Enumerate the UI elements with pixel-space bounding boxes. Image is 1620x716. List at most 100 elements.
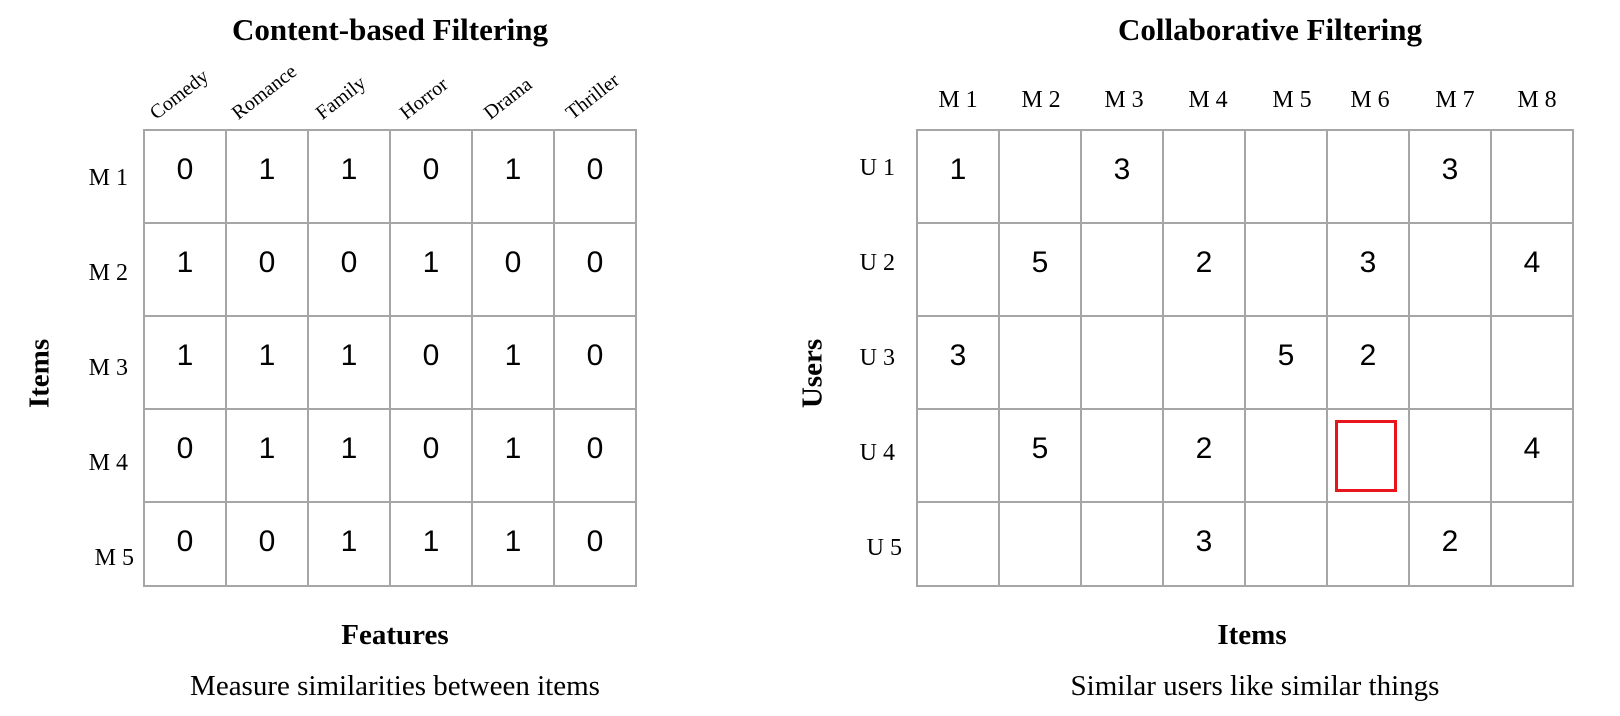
matrix-cell xyxy=(1408,315,1492,410)
cell-value: 5 xyxy=(1031,246,1049,279)
cell-value: 0 xyxy=(176,432,194,465)
cell-value xyxy=(1246,503,1326,525)
item-column-label: M 6 xyxy=(1350,87,1390,113)
matrix-cell: 0 xyxy=(389,408,473,503)
cell-value xyxy=(1082,317,1162,339)
matrix-cell xyxy=(1244,408,1328,503)
matrix-cell xyxy=(998,315,1082,410)
user-label: U 3 xyxy=(859,345,895,371)
cell-value: 2 xyxy=(1195,246,1213,279)
matrix-cell xyxy=(1244,501,1328,587)
cell-value: 2 xyxy=(1441,525,1459,558)
missing-rating-highlight xyxy=(1335,420,1397,492)
matrix-cell: 5 xyxy=(1244,315,1328,410)
matrix-cell: 0 xyxy=(225,222,309,317)
matrix-cell: 2 xyxy=(1162,408,1246,503)
matrix-row: 1 3 3 xyxy=(916,129,1574,224)
item-column-label: M 1 xyxy=(938,87,978,113)
matrix-cell: 1 xyxy=(225,408,309,503)
cell-value: 0 xyxy=(422,432,440,465)
cell-value: 1 xyxy=(340,525,358,558)
feature-label: Comedy xyxy=(145,65,213,125)
collaborative-filtering-title: Collaborative Filtering xyxy=(1118,12,1422,47)
user-label: U 5 xyxy=(866,535,902,561)
user-label: U 2 xyxy=(859,250,895,276)
matrix-cell: 1 xyxy=(225,315,309,410)
feature-label: Drama xyxy=(479,73,537,125)
matrix-cell xyxy=(916,408,1000,503)
matrix-cell xyxy=(1162,315,1246,410)
matrix-cell: 1 xyxy=(307,315,391,410)
item-feature-matrix: 0 1 1 0 1 0 1 0 0 1 0 0 1 1 1 0 1 0 0 1 1 0 1 0 0 0 1 1 1 0 xyxy=(143,129,637,587)
cell-value xyxy=(1410,410,1490,432)
cell-value xyxy=(1164,317,1244,339)
cell-value: 0 xyxy=(504,246,522,279)
cell-value: 3 xyxy=(949,339,967,372)
cell-value: 2 xyxy=(1195,432,1213,465)
cell-value xyxy=(1328,131,1408,153)
matrix-cell xyxy=(1490,501,1574,587)
cell-value xyxy=(918,410,998,432)
cell-value xyxy=(918,503,998,525)
cell-value: 1 xyxy=(176,246,194,279)
cell-value xyxy=(1246,131,1326,153)
matrix-cell xyxy=(1080,222,1164,317)
item-label: M 2 xyxy=(88,260,128,286)
content-y-axis-label: Items xyxy=(23,338,56,409)
cell-value: 0 xyxy=(586,246,604,279)
matrix-cell xyxy=(1326,129,1410,224)
cell-value xyxy=(1000,503,1080,525)
cell-value: 1 xyxy=(504,339,522,372)
matrix-cell: 0 xyxy=(553,315,637,410)
cell-value: 4 xyxy=(1523,246,1541,279)
item-column-label: M 4 xyxy=(1188,87,1228,113)
cell-value: 1 xyxy=(340,153,358,186)
item-column-label: M 8 xyxy=(1517,87,1557,113)
cell-value: 0 xyxy=(586,339,604,372)
matrix-cell xyxy=(1408,408,1492,503)
content-caption: Measure similarities between items xyxy=(190,670,600,702)
cell-value: 0 xyxy=(586,432,604,465)
matrix-row: 5 2 3 4 xyxy=(916,222,1574,317)
user-label: U 1 xyxy=(859,155,895,181)
matrix-cell: 1 xyxy=(471,501,555,587)
matrix-cell: 3 xyxy=(916,315,1000,410)
matrix-cell: 1 xyxy=(143,315,227,410)
matrix-cell: 0 xyxy=(553,222,637,317)
matrix-cell xyxy=(1162,129,1246,224)
cell-value: 3 xyxy=(1113,153,1131,186)
matrix-cell: 5 xyxy=(998,408,1082,503)
matrix-cell: 1 xyxy=(471,129,555,224)
matrix-cell: 0 xyxy=(389,129,473,224)
matrix-cell: 1 xyxy=(389,501,473,587)
cell-value xyxy=(1328,503,1408,525)
matrix-cell: 1 xyxy=(307,129,391,224)
feature-label: Horror xyxy=(395,73,453,125)
matrix-cell xyxy=(1080,315,1164,410)
item-label: M 3 xyxy=(88,355,128,381)
cell-value: 0 xyxy=(586,153,604,186)
cell-value xyxy=(1246,224,1326,246)
matrix-row: 0 1 1 0 1 0 xyxy=(143,129,637,224)
cell-value: 3 xyxy=(1441,153,1459,186)
matrix-row: 1 1 1 0 1 0 xyxy=(143,315,637,410)
cell-value: 0 xyxy=(586,525,604,558)
matrix-cell xyxy=(998,501,1082,587)
matrix-cell: 0 xyxy=(143,408,227,503)
cell-value: 1 xyxy=(504,153,522,186)
matrix-cell: 2 xyxy=(1326,315,1410,410)
cell-value xyxy=(1410,224,1490,246)
content-x-axis-label: Features xyxy=(341,619,449,651)
matrix-row: 1 0 0 1 0 0 xyxy=(143,222,637,317)
cell-value xyxy=(1164,131,1244,153)
item-column-label: M 7 xyxy=(1435,87,1475,113)
cell-value: 0 xyxy=(340,246,358,279)
cell-value xyxy=(1410,317,1490,339)
cell-value: 1 xyxy=(504,432,522,465)
cell-value xyxy=(1246,410,1326,432)
cell-value: 0 xyxy=(258,525,276,558)
matrix-cell: 0 xyxy=(143,129,227,224)
matrix-cell: 1 xyxy=(916,129,1000,224)
matrix-cell: 0 xyxy=(389,315,473,410)
